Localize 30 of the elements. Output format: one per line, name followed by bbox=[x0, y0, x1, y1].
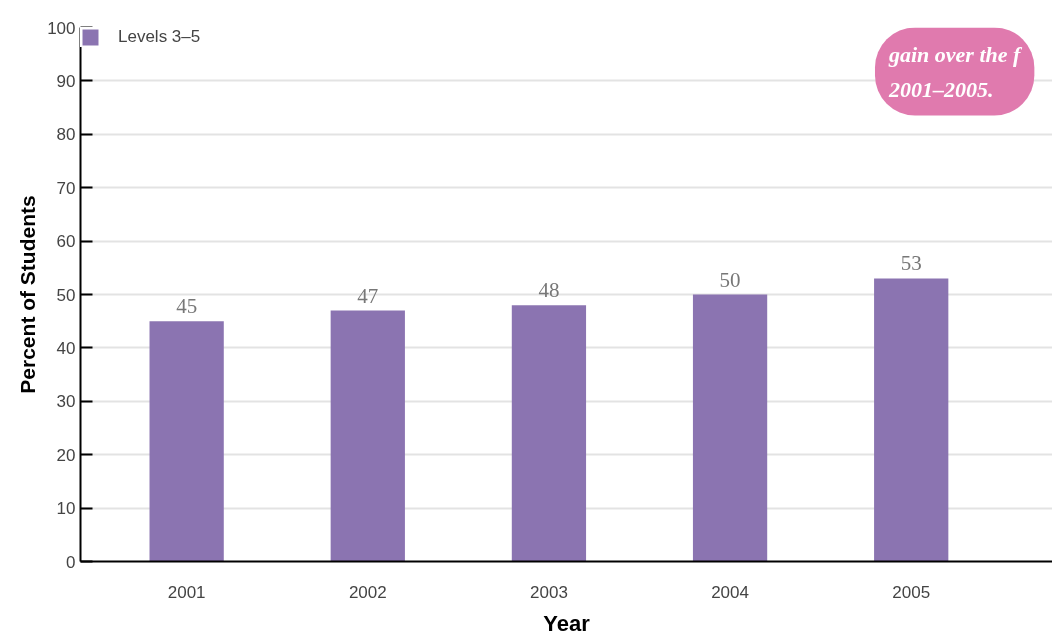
y-axis-title: Percent of Students bbox=[16, 195, 40, 394]
y-tick-label: 80 bbox=[56, 125, 76, 145]
annotation: gain over the f 2001–2005. bbox=[887, 41, 1024, 102]
x-tick-label: 2005 bbox=[892, 582, 931, 602]
y-tick-label: 100 bbox=[47, 18, 76, 38]
y-tick-label: 30 bbox=[56, 392, 76, 412]
x-axis-title: Year bbox=[543, 610, 591, 636]
y-tick-label: 40 bbox=[56, 338, 76, 358]
y-tick-label: 50 bbox=[56, 285, 76, 305]
x-tick-label: 2002 bbox=[348, 582, 387, 602]
bar bbox=[692, 294, 768, 562]
y-tick-label: 10 bbox=[56, 499, 76, 519]
legend-label: Levels 3–5 bbox=[118, 27, 201, 47]
bar bbox=[149, 321, 224, 562]
y-tick-label: 60 bbox=[56, 232, 76, 252]
data-label: 48 bbox=[538, 278, 560, 303]
data-label: 45 bbox=[176, 294, 198, 319]
y-tick-label: 70 bbox=[56, 178, 76, 198]
y-tick-label: 90 bbox=[56, 71, 76, 91]
bar bbox=[874, 278, 949, 562]
x-tick-label: 2001 bbox=[167, 582, 206, 602]
data-label: 50 bbox=[719, 267, 741, 292]
data-label: 47 bbox=[357, 283, 379, 308]
x-tick-label: 2004 bbox=[711, 582, 749, 602]
y-tick-label: 0 bbox=[66, 552, 76, 572]
bar bbox=[330, 310, 405, 562]
x-tick-label: 2003 bbox=[530, 582, 568, 602]
y-tick-label: 20 bbox=[56, 445, 76, 465]
bar bbox=[511, 305, 587, 562]
data-label: 53 bbox=[900, 251, 922, 276]
